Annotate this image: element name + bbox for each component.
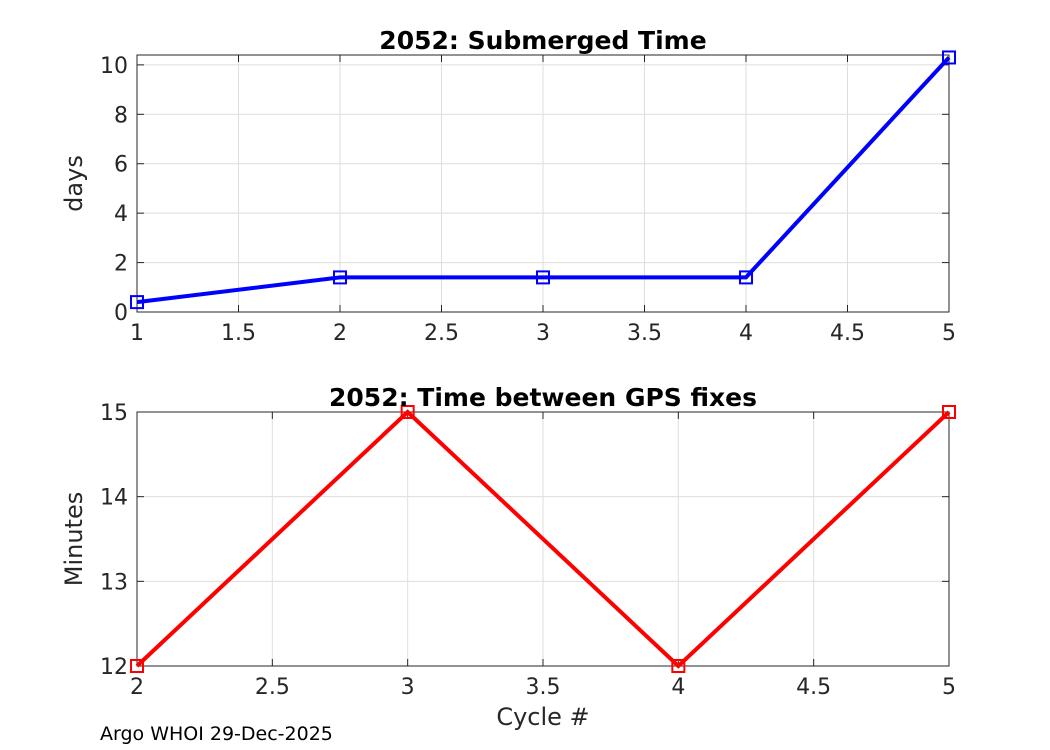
- data-point-marker: [400, 405, 415, 419]
- y-axis-label: days: [60, 155, 88, 212]
- x-tick-label: 3.5: [627, 321, 662, 346]
- y-tick-label: 13: [100, 570, 128, 595]
- data-point-marker: [130, 659, 144, 673]
- x-axis-label: Cycle #: [496, 703, 589, 731]
- x-tick-label: 2.5: [255, 675, 290, 700]
- chart-title: 2052: Submerged Time: [379, 26, 706, 55]
- series-line: [135, 409, 951, 669]
- x-tick-label: 3: [536, 321, 550, 346]
- y-tick-label: 0: [114, 301, 128, 326]
- series-line: [136, 56, 951, 305]
- y-tick-label: 2: [114, 252, 128, 277]
- x-tick-label: 5: [942, 321, 956, 346]
- x-tick-label: 5: [942, 675, 956, 700]
- data-point-marker: [671, 659, 686, 673]
- data-point-marker: [942, 50, 956, 65]
- data-point-marker: [536, 270, 550, 285]
- x-tick-label: 1.5: [221, 321, 256, 346]
- y-tick-label: 15: [100, 401, 128, 426]
- data-point-marker: [942, 405, 956, 419]
- y-tick-label: 8: [114, 103, 128, 128]
- data-point-marker: [333, 270, 347, 285]
- x-tick-label: 2.5: [424, 321, 459, 346]
- x-tick-label: 4: [671, 675, 685, 700]
- x-tick-label: 3: [401, 675, 415, 700]
- x-tick-label: 1: [130, 321, 144, 346]
- data-point-marker: [739, 270, 753, 285]
- y-tick-label: 12: [100, 655, 128, 680]
- x-tick-label: 2: [333, 321, 347, 346]
- chart-title: 2052: Time between GPS fixes: [329, 383, 757, 412]
- x-tick-label: 4.5: [830, 321, 865, 346]
- y-tick-label: 10: [100, 54, 128, 79]
- y-axis-label: Minutes: [60, 492, 88, 586]
- x-tick-label: 4: [739, 321, 753, 346]
- y-tick-label: 4: [114, 202, 128, 227]
- footer-caption: Argo WHOI 29-Dec-2025: [100, 723, 333, 745]
- y-tick-label: 14: [100, 486, 128, 511]
- data-point-marker: [130, 295, 144, 310]
- y-tick-label: 6: [114, 153, 128, 178]
- x-tick-label: 4.5: [796, 675, 831, 700]
- x-tick-label: 3.5: [526, 675, 561, 700]
- x-tick-label: 2: [130, 675, 144, 700]
